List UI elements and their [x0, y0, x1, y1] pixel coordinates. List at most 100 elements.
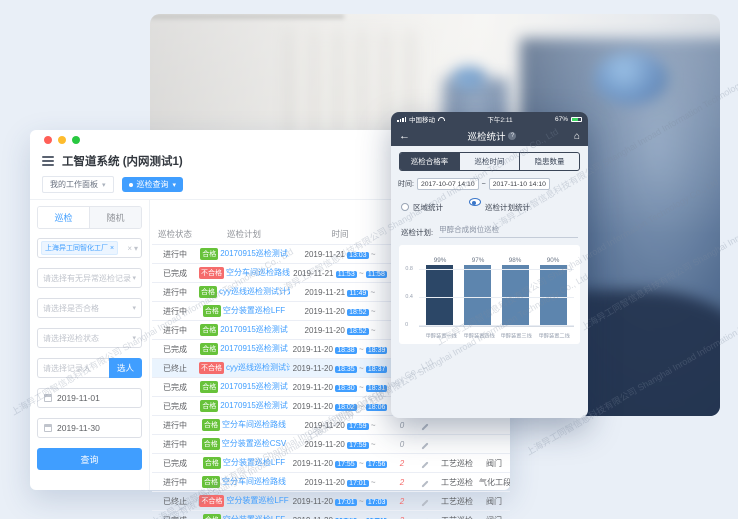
maximize-window-button[interactable] — [72, 136, 80, 144]
type-cell — [436, 415, 478, 435]
actions-cell — [414, 453, 436, 473]
plan-link[interactable]: 空分装置巡检LFF — [223, 515, 285, 519]
edit-icon[interactable] — [421, 479, 429, 488]
end-time-pill: 17:03 — [365, 498, 388, 506]
plan-link[interactable]: 20170915巡检测试 — [220, 344, 288, 353]
result-badge: 合格 — [200, 324, 219, 336]
x-tick-label: 甲醇装置四线 — [463, 333, 495, 339]
tab-random[interactable]: 随机 — [90, 207, 141, 228]
bar[interactable] — [501, 265, 529, 326]
plan-cell: 不合格cyy巡线巡检测试计划 — [198, 358, 290, 378]
minimize-window-button[interactable] — [58, 136, 66, 144]
factory-tag-label: 上海异工同智化工厂 — [45, 245, 108, 252]
plan-link[interactable]: 20170915巡检测试 — [220, 325, 288, 334]
recorder-input[interactable]: 请选择记录人 — [37, 358, 109, 378]
status-cell: 进行中 — [152, 434, 198, 454]
phone-time-filter: 时间: 2017-10-07 14:10 ~ 2017-11-10 14:10 — [398, 178, 581, 190]
start-time-pill: 18:35 — [335, 365, 357, 373]
end-time-pill: 18:31 — [365, 384, 388, 392]
time-from-input[interactable]: 2017-10-07 14:10 — [416, 178, 479, 190]
chart-plot: 99% 97% 98% 90% 0 0.4 0.8 — [405, 257, 574, 328]
time-cell: 2019-11-21 11:49 ~ — [290, 282, 390, 302]
date-label: 2019-11-20 — [304, 477, 348, 487]
tab-inspection-query[interactable]: 巡检查询 ▾ — [121, 177, 184, 192]
table-row[interactable]: 进行中 合格 空分车间巡检路线 2019-11-20 17:01 ~ 2 工艺巡检 气化工… — [152, 472, 510, 492]
edit-icon[interactable] — [421, 422, 429, 431]
select-qualified[interactable]: 请选择是否合格 ▾ — [37, 298, 142, 318]
plan-link[interactable]: 空分车间巡检路线 — [226, 268, 290, 277]
plan-link[interactable]: 空分车间巡检路线 — [222, 477, 286, 486]
plan-link[interactable]: 20170915巡检测试 — [220, 382, 288, 391]
close-window-button[interactable] — [44, 136, 52, 144]
tilde-separator: ~ — [356, 496, 366, 506]
phone-page-title: 巡检统计 ? — [410, 129, 574, 143]
clear-icon[interactable]: × — [127, 243, 132, 253]
tab-inspection-time[interactable]: 巡检时间 — [459, 153, 519, 170]
tab-inspection[interactable]: 巡检 — [38, 207, 90, 228]
plan-link[interactable]: 20170915巡检测试 — [220, 249, 288, 258]
date-label: 2019-11-20 — [304, 439, 348, 449]
radio-plan-stats[interactable]: 巡检计划统计 — [469, 198, 530, 216]
plan-link[interactable]: 空分车间巡检路线 — [222, 420, 286, 429]
menu-icon[interactable] — [42, 156, 54, 166]
tab-workspace-label: 我的工作面板 — [50, 180, 98, 189]
y-tick-label: 0 — [405, 322, 409, 328]
missed-count-cell: 2 — [390, 491, 414, 511]
plan-link[interactable]: 空分装置巡检LFF — [222, 306, 286, 315]
actions-cell — [414, 472, 436, 492]
status-cell: 已终止 — [152, 491, 198, 511]
tab-workspace[interactable]: 我的工作面板 ▾ — [42, 176, 114, 193]
tilde-separator: ~ — [356, 363, 366, 373]
result-badge: 合格 — [200, 400, 219, 412]
status-cell: 进行中 — [152, 282, 198, 302]
date-to-input[interactable]: 2019-11-30 — [37, 418, 142, 438]
type-cell — [436, 434, 478, 454]
plan-value-input[interactable]: 甲醇合成岗位巡检 — [439, 224, 578, 238]
tab-pass-rate[interactable]: 巡检合格率 — [400, 153, 459, 170]
tab-hazard-count[interactable]: 隐患数量 — [519, 153, 579, 170]
table-row[interactable]: 已完成 合格 空分装置巡检LFF 2019-11-20 17:55 ~ 17:56 2 工… — [152, 453, 510, 473]
start-time-pill: 17:59 — [347, 441, 369, 449]
plan-link[interactable]: 20170915巡检测试 — [220, 401, 288, 410]
bar[interactable] — [426, 265, 454, 326]
plan-cell: 合格 空分车间巡检路线 — [198, 415, 290, 435]
table-row[interactable]: 进行中 合格 空分装置巡检CSV 2019-11-20 17:59 ~ 0 — [152, 434, 510, 454]
home-icon[interactable]: ⌂ — [573, 130, 580, 142]
type-cell: 工艺巡检 — [436, 491, 478, 511]
date-from-input[interactable]: 2019-11-01 — [37, 388, 142, 408]
plan-link[interactable]: cyy巡线巡检测试计划 — [226, 363, 290, 372]
plan-link[interactable]: 空分装置巡检LFF — [226, 496, 289, 505]
edit-icon[interactable] — [421, 498, 429, 507]
pick-person-button[interactable]: 选人 — [108, 358, 142, 378]
back-icon[interactable]: ← — [399, 130, 410, 142]
help-icon[interactable]: ? — [508, 132, 517, 140]
time-cell: 2019-11-20 17:59 ~ — [290, 415, 390, 435]
tilde-separator: ~ — [356, 458, 366, 468]
tilde-separator: ~ — [368, 439, 376, 449]
radio-area-stats[interactable]: 区域统计 — [401, 202, 443, 213]
table-row[interactable]: 进行中 合格 空分车间巡检路线 2019-11-20 17:59 ~ 0 — [152, 415, 510, 435]
edit-icon[interactable] — [421, 460, 429, 469]
start-time-pill: 16:38 — [335, 517, 357, 519]
bar-value-label: 97% — [471, 257, 484, 264]
plan-link[interactable]: cyy巡线巡检测试计划 — [219, 287, 290, 296]
remove-tag-icon[interactable]: × — [110, 244, 115, 252]
plan-link[interactable]: 空分装置巡检CSV — [221, 439, 287, 448]
start-time-pill: 17:55 — [335, 460, 357, 468]
end-time-pill: 18:39 — [365, 346, 388, 354]
factory-multiselect[interactable]: 上海异工同智化工厂 × × ▾ — [37, 238, 142, 258]
plan-link[interactable]: 空分装置巡检LFF — [222, 458, 286, 467]
start-time-pill: 17:59 — [347, 422, 369, 430]
time-to-input[interactable]: 2017-11-10 14:10 — [488, 178, 550, 190]
select-abnormal-records[interactable]: 请选择有无异常巡检记录 ▾ — [37, 268, 142, 288]
missed-count-cell: 2 — [390, 453, 414, 473]
edit-icon[interactable] — [421, 441, 429, 450]
table-row[interactable]: 已终止 不合格 空分装置巡检LFF 2019-11-20 17:01 ~ 17:03 2… — [152, 491, 510, 511]
bar[interactable] — [464, 265, 492, 326]
start-time-pill: 18:02 — [335, 403, 357, 411]
bar[interactable] — [539, 265, 567, 326]
x-tick-label: 甲醇装置一线 — [425, 333, 457, 339]
query-button[interactable]: 查询 — [37, 448, 142, 470]
select-status[interactable]: 请选择巡检状态 ▾ — [37, 328, 142, 348]
